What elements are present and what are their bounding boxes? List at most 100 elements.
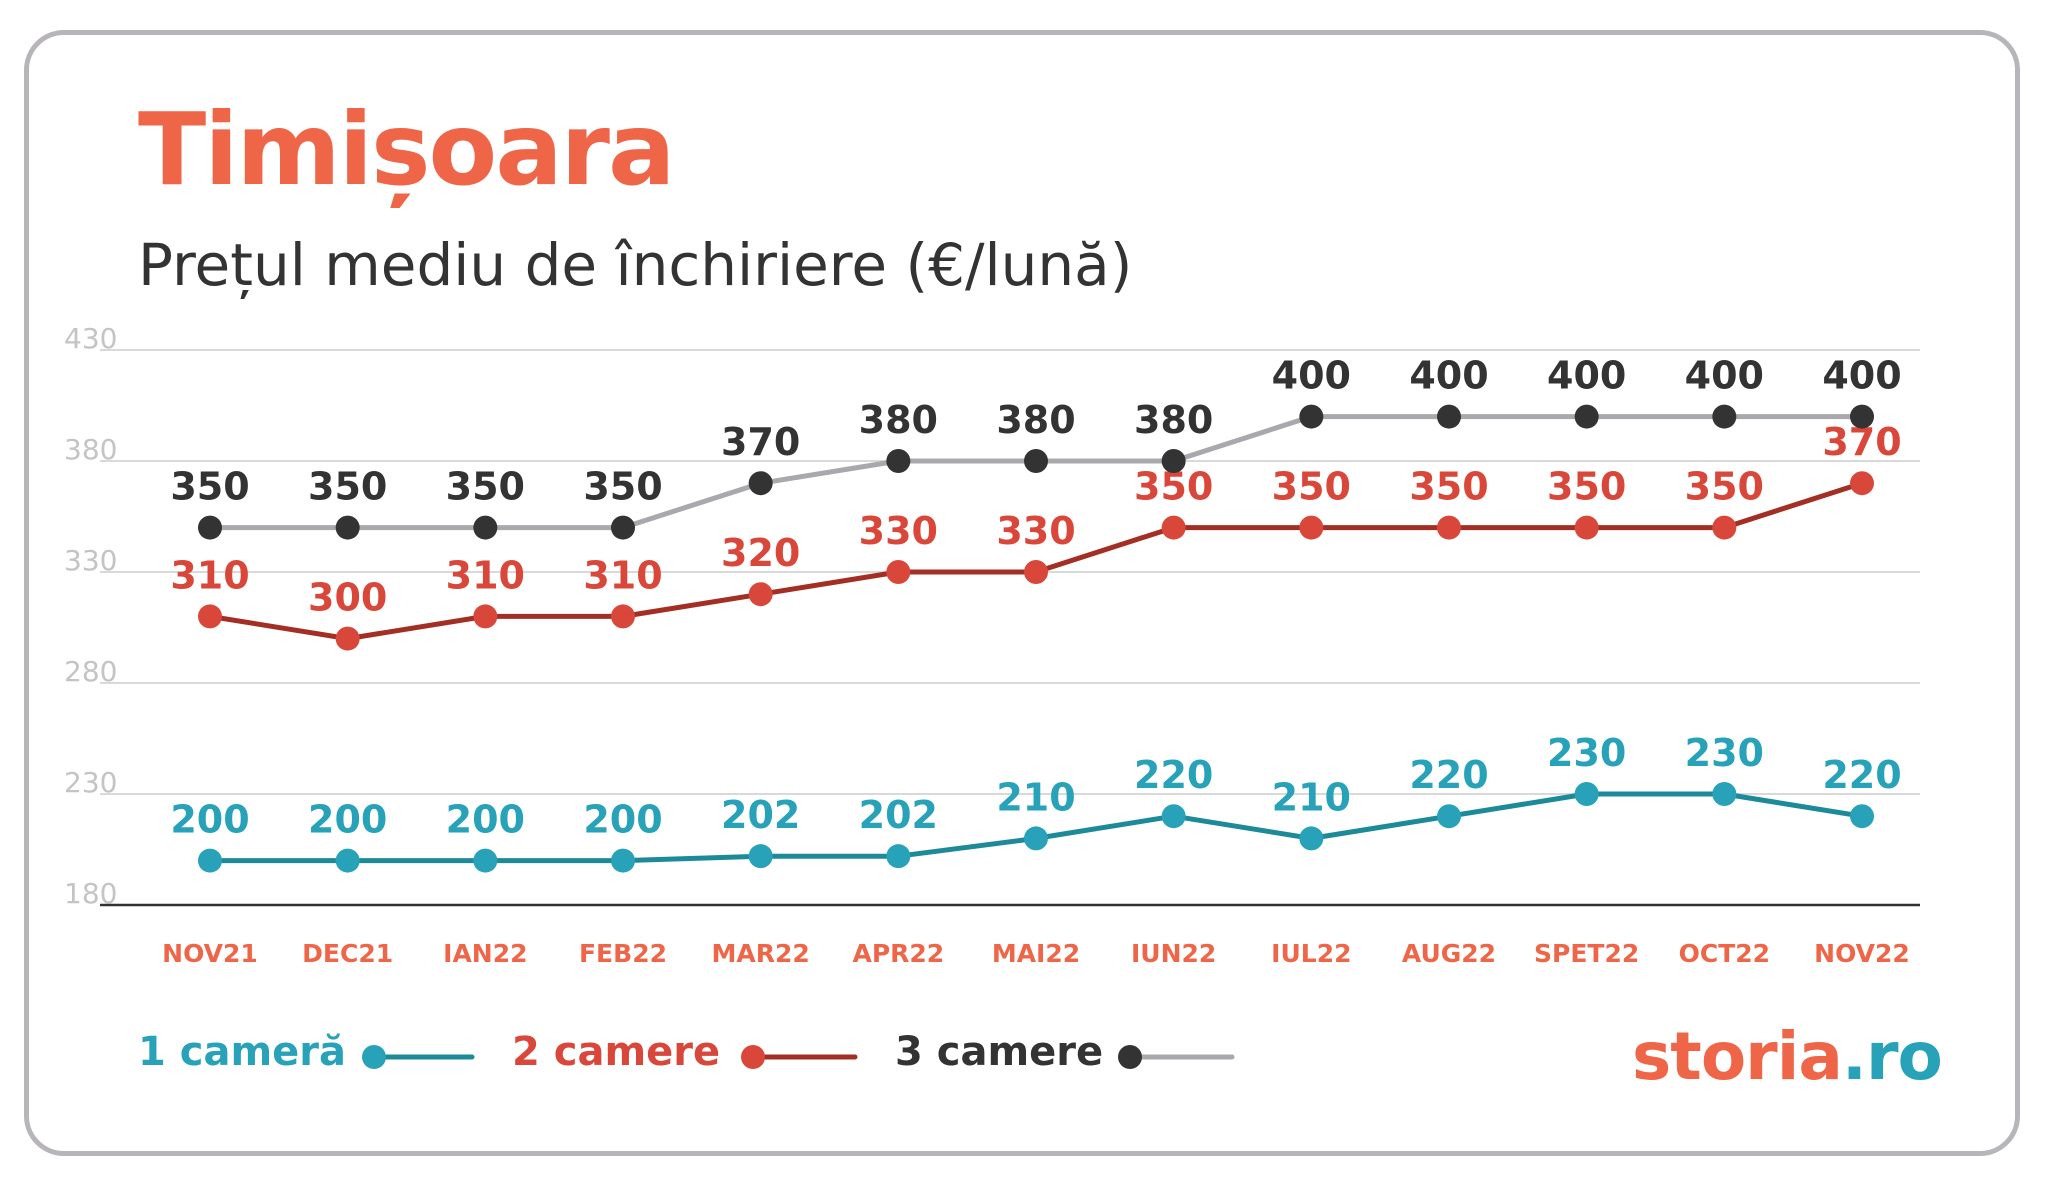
data-point: [611, 604, 635, 629]
x-tick-label: FEB22: [579, 939, 667, 968]
data-label: 220: [1409, 753, 1488, 797]
logo-text-storia: storia: [1632, 1018, 1843, 1095]
y-tick-label: 330: [64, 544, 117, 577]
data-label: 370: [721, 420, 800, 464]
data-label: 310: [170, 553, 249, 597]
y-tick-labels: 180 230 280 330 380 430: [64, 322, 117, 910]
data-label: 350: [1685, 465, 1764, 509]
data-point: [1299, 515, 1324, 540]
x-tick-label: IAN22: [443, 939, 527, 968]
data-point: [1299, 826, 1324, 851]
storia-logo: storia.ro: [1632, 1024, 1943, 1090]
x-tick-label: IUN22: [1131, 939, 1216, 968]
legend-label-1-camera: 1 cameră: [138, 1029, 346, 1075]
data-label: 400: [1272, 354, 1351, 398]
data-label: 400: [1685, 354, 1764, 398]
x-tick-label: IUL22: [1271, 939, 1351, 968]
data-label: 230: [1547, 731, 1626, 775]
series-1-camera: 200 200 200 200 202 202 210 220 210 220 230 230 220: [170, 731, 1902, 873]
data-point: [611, 848, 635, 873]
data-label: 330: [996, 509, 1075, 553]
y-tick-label: 230: [64, 766, 117, 799]
data-label: 350: [308, 465, 387, 509]
data-label: 350: [583, 465, 662, 509]
data-point: [1850, 471, 1874, 496]
legend-dot: [1118, 1045, 1142, 1069]
data-point: [198, 515, 222, 540]
data-point: [748, 844, 773, 869]
data-point: [886, 560, 911, 584]
legend-label-3-camere: 3 camere: [895, 1029, 1104, 1075]
data-label: 300: [308, 576, 387, 620]
data-point: [1299, 404, 1324, 429]
x-tick-label: NOV22: [1814, 939, 1910, 968]
data-label: 200: [446, 798, 525, 842]
data-point: [748, 471, 773, 496]
data-point: [1437, 515, 1461, 540]
data-label: 350: [170, 465, 249, 509]
data-point: [1712, 404, 1737, 429]
data-label: 200: [170, 798, 249, 842]
data-point: [473, 604, 498, 629]
data-label: 210: [1272, 775, 1351, 819]
data-point: [1574, 515, 1599, 540]
series-3-camere: 350 350 350 350 370 380 380 380 400 400 400 400 400: [170, 354, 1902, 540]
legend-label-2-camere: 2 camere: [512, 1029, 721, 1075]
y-tick-label: 430: [64, 322, 117, 355]
series-layer: 200 200 200 200 202 202 210 220 210 220 230 230 220 3…: [170, 354, 1902, 873]
data-point: [1161, 515, 1186, 540]
data-point: [1161, 449, 1186, 473]
data-point: [748, 582, 773, 607]
data-label: 380: [996, 398, 1075, 442]
logo-text-ro: .ro: [1841, 1018, 1943, 1095]
data-point: [473, 515, 498, 540]
x-tick-label: MAI22: [992, 939, 1080, 968]
data-label: 380: [859, 398, 938, 442]
x-tick-label: NOV21: [162, 939, 258, 968]
data-label: 200: [308, 798, 387, 842]
data-label: 220: [1822, 753, 1901, 797]
legend-marker-1-camera: [362, 1045, 475, 1069]
chart-card: [24, 30, 2020, 1156]
y-tick-label: 280: [64, 655, 117, 688]
legend-marker-3-camere: [1118, 1045, 1235, 1069]
data-point: [611, 515, 635, 540]
legend-dot: [741, 1045, 765, 1069]
data-point: [1024, 560, 1048, 584]
data-label: 220: [1134, 753, 1213, 797]
x-tick-label: OCT22: [1679, 939, 1770, 968]
y-tick-label: 380: [64, 433, 117, 466]
data-point: [1024, 826, 1048, 851]
data-label: 350: [1272, 465, 1351, 509]
data-point: [1712, 782, 1737, 806]
chart-subtitle: Prețul mediu de închiriere (€/lună): [138, 231, 1133, 299]
data-label: 400: [1822, 354, 1901, 398]
x-tick-label: DEC21: [302, 939, 393, 968]
data-label: 202: [859, 793, 938, 837]
data-point: [1437, 404, 1461, 429]
data-label: 400: [1547, 354, 1626, 398]
legend-markers: [362, 1045, 1235, 1069]
data-point: [198, 848, 222, 873]
data-label: 400: [1409, 354, 1488, 398]
x-tick-label: SPET22: [1534, 939, 1639, 968]
data-point: [335, 515, 360, 540]
data-label: 350: [446, 465, 525, 509]
data-point: [335, 848, 360, 873]
legend-marker-2-camere: [741, 1045, 858, 1069]
data-point: [1574, 782, 1599, 806]
data-point: [1437, 804, 1461, 829]
chart-title: Timișoara: [138, 91, 675, 208]
data-label: 330: [859, 509, 938, 553]
x-tick-label: AUG22: [1402, 939, 1496, 968]
data-label: 310: [583, 553, 662, 597]
data-point: [473, 848, 498, 873]
data-label: 350: [1547, 465, 1626, 509]
y-tick-label: 180: [64, 877, 117, 910]
data-point: [886, 844, 911, 869]
data-point: [1024, 449, 1048, 473]
data-point: [1850, 804, 1874, 829]
x-tick-label: MAR22: [712, 939, 810, 968]
data-point: [198, 604, 222, 629]
